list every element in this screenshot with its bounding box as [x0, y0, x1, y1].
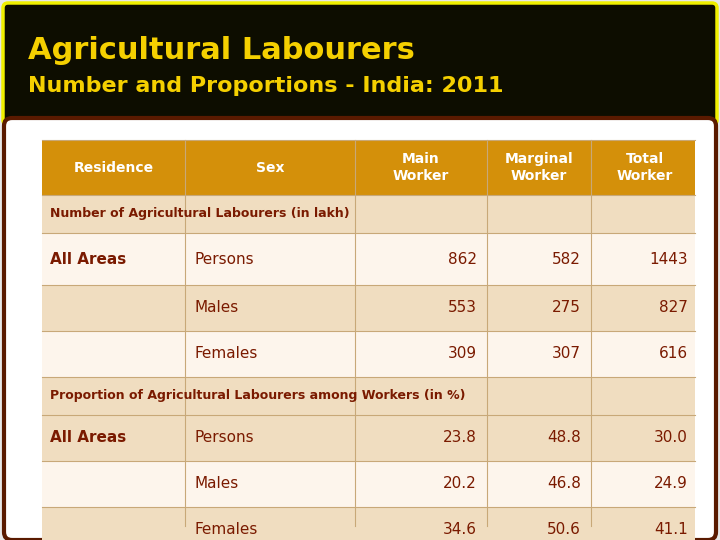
Text: 827: 827 — [659, 300, 688, 315]
Text: Number and Proportions - India: 2011: Number and Proportions - India: 2011 — [28, 76, 503, 96]
Text: Sex: Sex — [256, 160, 284, 174]
Text: 46.8: 46.8 — [547, 476, 581, 491]
Text: Persons: Persons — [195, 430, 255, 445]
Text: Marginal
Worker: Marginal Worker — [505, 152, 573, 183]
FancyBboxPatch shape — [3, 3, 717, 125]
Bar — [42, 415, 695, 461]
Bar — [42, 233, 695, 285]
Text: All Areas: All Areas — [50, 252, 126, 267]
Text: Persons: Persons — [195, 252, 255, 267]
Bar — [42, 285, 695, 331]
Text: Total
Worker: Total Worker — [616, 152, 672, 183]
Text: 553: 553 — [448, 300, 477, 315]
Text: 862: 862 — [448, 252, 477, 267]
Text: All Areas: All Areas — [50, 430, 126, 445]
FancyBboxPatch shape — [4, 118, 716, 540]
Bar — [42, 461, 695, 507]
Bar — [42, 140, 695, 195]
Text: Males: Males — [195, 300, 239, 315]
Text: Residence: Residence — [73, 160, 153, 174]
Text: 34.6: 34.6 — [443, 523, 477, 537]
Text: 1443: 1443 — [649, 252, 688, 267]
Text: 309: 309 — [448, 347, 477, 361]
Bar — [42, 377, 695, 415]
Text: Females: Females — [195, 347, 258, 361]
Bar — [42, 195, 695, 233]
Text: Females: Females — [195, 523, 258, 537]
Text: 20.2: 20.2 — [444, 476, 477, 491]
Text: 307: 307 — [552, 347, 581, 361]
Text: 41.1: 41.1 — [654, 523, 688, 537]
Text: Main
Worker: Main Worker — [393, 152, 449, 183]
Text: 48.8: 48.8 — [547, 430, 581, 445]
Text: Agricultural Labourers: Agricultural Labourers — [28, 36, 415, 65]
Text: 23.8: 23.8 — [443, 430, 477, 445]
Bar — [42, 507, 695, 540]
Text: 50.6: 50.6 — [547, 523, 581, 537]
Text: 30.0: 30.0 — [654, 430, 688, 445]
Bar — [42, 331, 695, 377]
Text: 582: 582 — [552, 252, 581, 267]
Text: 275: 275 — [552, 300, 581, 315]
Text: Proportion of Agricultural Labourers among Workers (in %): Proportion of Agricultural Labourers amo… — [50, 389, 466, 402]
Text: Males: Males — [195, 476, 239, 491]
Text: 616: 616 — [659, 347, 688, 361]
Text: Number of Agricultural Labourers (in lakh): Number of Agricultural Labourers (in lak… — [50, 207, 350, 220]
Text: 24.9: 24.9 — [654, 476, 688, 491]
